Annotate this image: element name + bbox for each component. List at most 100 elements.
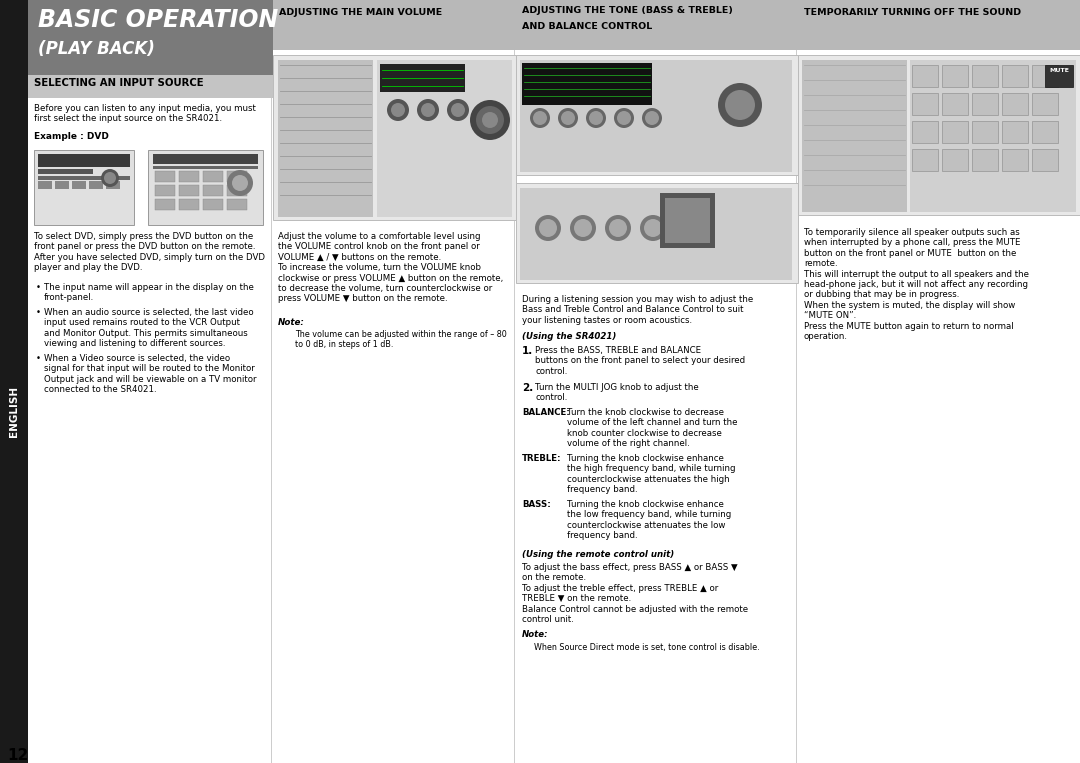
Bar [179,199,199,210]
Circle shape [104,172,116,184]
Bar [227,199,247,210]
Bar [942,65,968,87]
Text: Turn the knob clockwise to decrease
volume of the left channel and turn the
knob: Turn the knob clockwise to decrease volu… [567,408,738,448]
Bar [38,181,52,189]
Circle shape [615,108,634,128]
Bar [942,149,968,171]
Text: •: • [36,308,41,317]
Circle shape [609,219,627,237]
Bar [912,149,939,171]
Text: The input name will appear in the display on the
front-panel.: The input name will appear in the displa… [44,283,254,302]
Bar [1032,121,1058,143]
Bar [516,0,798,50]
Circle shape [617,111,631,125]
Circle shape [558,108,578,128]
Circle shape [227,170,253,196]
Bar [106,181,120,189]
Bar [910,60,1076,212]
Bar [1002,121,1028,143]
Text: To adjust the bass effect, press BASS ▲ or BASS ▼
on the remote.
To adjust the t: To adjust the bass effect, press BASS ▲ … [522,563,748,624]
Text: Note:: Note: [522,630,549,639]
Bar [798,55,1080,215]
Bar [798,0,1080,50]
Bar [972,121,998,143]
Circle shape [640,215,666,241]
Text: Note:: Note: [278,318,305,327]
Text: During a listening session you may wish to adjust the
Bass and Treble Control an: During a listening session you may wish … [522,295,753,325]
Circle shape [645,111,659,125]
Circle shape [534,111,546,125]
Text: Turning the knob clockwise enhance
the low frequency band, while turning
counter: Turning the knob clockwise enhance the l… [567,500,731,540]
Bar [972,65,998,87]
Bar [179,185,199,196]
Bar [1032,65,1058,87]
Bar [972,93,998,115]
Bar [148,150,264,225]
Bar [1002,149,1028,171]
Text: 2.: 2. [522,383,534,393]
Text: Turn the MULTI JOG knob to adjust the
control.: Turn the MULTI JOG knob to adjust the co… [535,383,699,402]
Bar [912,121,939,143]
Bar [72,181,86,189]
Text: SELECTING AN INPUT SOURCE: SELECTING AN INPUT SOURCE [33,78,204,88]
Circle shape [570,215,596,241]
Bar [519,60,792,172]
Bar [912,65,939,87]
Bar [227,185,247,196]
Bar [377,60,512,217]
Text: TEMPORARILY TURNING OFF THE SOUND: TEMPORARILY TURNING OFF THE SOUND [804,8,1021,17]
Bar [1032,149,1058,171]
Bar [227,171,247,182]
Text: Turning the knob clockwise enhance
the high frequency band, while turning
counte: Turning the knob clockwise enhance the h… [567,454,735,494]
Bar [38,169,93,174]
Text: •: • [36,354,41,363]
Text: Adjust the volume to a comfortable level using
the VOLUME control knob on the fr: Adjust the volume to a comfortable level… [278,232,503,304]
Text: When an audio source is selected, the last video
input used remains routed to th: When an audio source is selected, the la… [44,308,254,348]
Text: When Source Direct mode is set, tone control is disable.: When Source Direct mode is set, tone con… [534,643,759,652]
Bar [156,199,175,210]
Circle shape [642,108,662,128]
Bar [516,55,798,175]
Text: 1.: 1. [522,346,534,356]
Text: 12: 12 [8,748,29,763]
Text: BASS:: BASS: [522,500,551,509]
Circle shape [644,219,662,237]
Bar [203,171,222,182]
Text: Example : DVD: Example : DVD [33,132,109,141]
Text: MUTE: MUTE [1049,68,1069,73]
Text: (PLAY BACK): (PLAY BACK) [38,40,154,58]
Circle shape [421,103,435,117]
Bar [942,121,968,143]
Text: ADJUSTING THE TONE (BASS & TREBLE): ADJUSTING THE TONE (BASS & TREBLE) [522,6,733,15]
Bar [156,171,175,182]
Text: The volume can be adjusted within the range of – 80
to 0 dB, in steps of 1 dB.: The volume can be adjusted within the ra… [295,330,507,349]
Text: •: • [36,283,41,292]
Circle shape [470,100,510,140]
Bar [1045,65,1074,87]
Circle shape [447,99,469,121]
Text: BALANCE:: BALANCE: [522,408,570,417]
Bar [380,64,465,92]
Circle shape [535,215,561,241]
Bar [38,176,130,180]
Text: AND BALANCE CONTROL: AND BALANCE CONTROL [522,22,652,31]
Bar [519,188,792,280]
Circle shape [589,111,603,125]
Bar [942,93,968,115]
Bar [1032,93,1058,115]
Bar [28,75,273,98]
Text: When a Video source is selected, the video
signal for that input will be routed : When a Video source is selected, the vid… [44,354,257,394]
Bar [33,150,134,225]
Bar [28,0,273,75]
Bar [972,149,998,171]
Bar [273,55,516,220]
Circle shape [586,108,606,128]
Text: TREBLE:: TREBLE: [522,454,562,463]
Bar [278,60,373,217]
Text: To select DVD, simply press the DVD button on the
front panel or press the DVD b: To select DVD, simply press the DVD butt… [33,232,265,272]
Circle shape [476,106,504,134]
Circle shape [573,219,592,237]
Bar [1002,93,1028,115]
Circle shape [539,219,557,237]
Bar [912,93,939,115]
